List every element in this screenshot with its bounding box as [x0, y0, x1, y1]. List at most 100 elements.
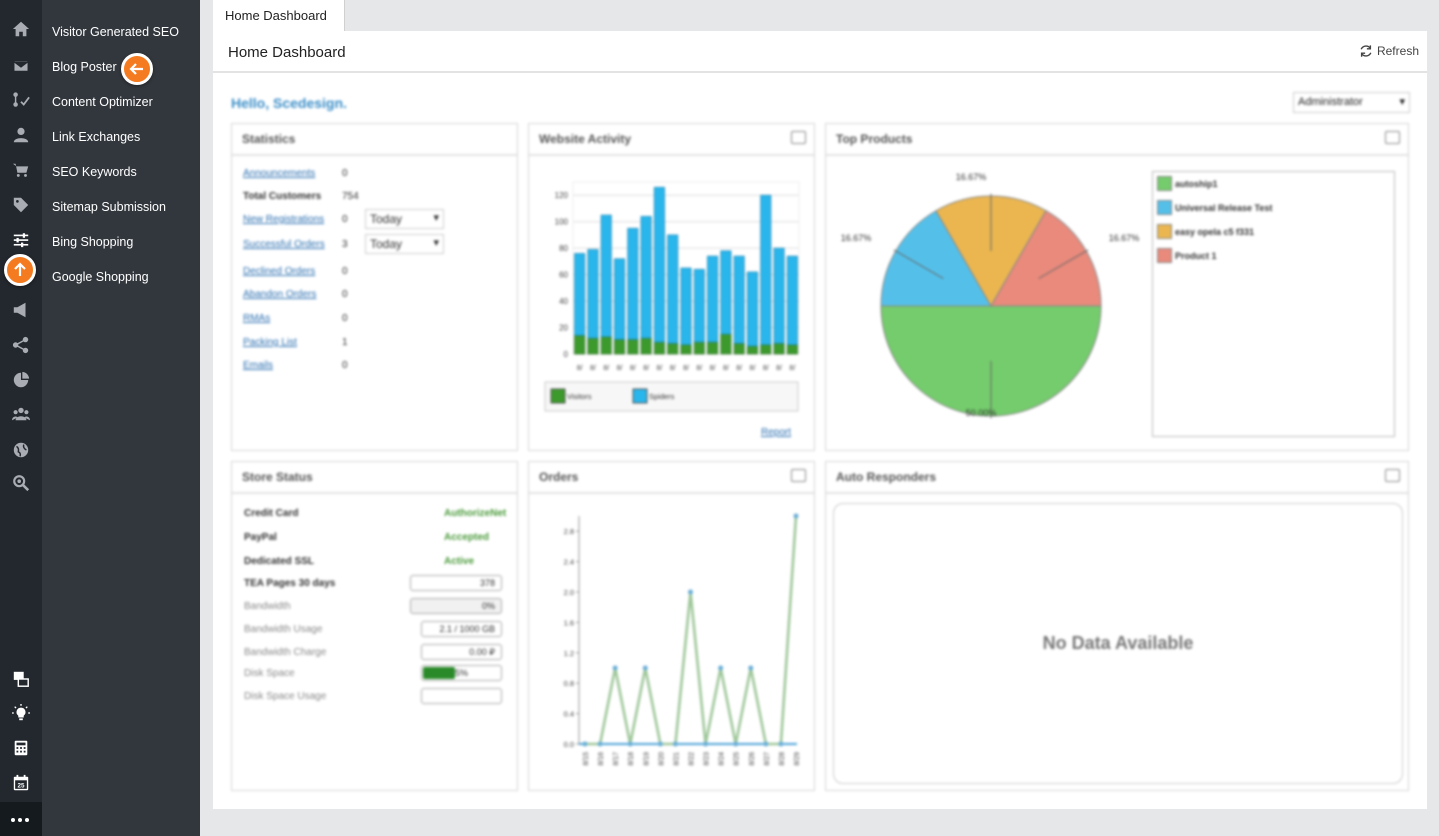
- arrow-left-icon[interactable]: [121, 53, 153, 85]
- bar-spiders: [574, 253, 586, 336]
- popout-icon[interactable]: [1385, 469, 1400, 482]
- pie-chart-icon[interactable]: [11, 370, 31, 390]
- auto-responders-body: No Data Available: [826, 494, 1408, 790]
- bar-spiders: [733, 255, 745, 344]
- data-point: [793, 513, 799, 519]
- calculator-icon[interactable]: [11, 738, 31, 758]
- arrow-up-icon[interactable]: [4, 254, 36, 286]
- pie-value-label: 16.67%: [841, 233, 872, 243]
- submenu-item-link-exchanges[interactable]: Link Exchanges: [52, 130, 141, 144]
- data-point: [688, 589, 693, 595]
- x-tick-label: 8/21: [673, 752, 680, 766]
- legend-item: autoship1: [1157, 176, 1218, 191]
- sliders-icon[interactable]: [11, 230, 31, 250]
- pie-value-label: 16.67%: [1109, 233, 1140, 243]
- x-tick-label: 8/24: [719, 752, 726, 766]
- more-button[interactable]: [0, 802, 42, 836]
- stat-label[interactable]: New Registrations: [243, 214, 325, 225]
- no-data-message: No Data Available: [833, 503, 1403, 784]
- calendar-icon[interactable]: 25: [11, 773, 31, 793]
- store-status-box: 2.1 / 1000 GB: [421, 621, 502, 637]
- stat-value: 754: [342, 191, 359, 202]
- period-select[interactable]: Today: [365, 234, 444, 254]
- submenu-item-blog-poster[interactable]: Blog Poster: [52, 60, 117, 74]
- legend-label: easy opela c5 f331: [1175, 226, 1255, 237]
- stat-label[interactable]: Successful Orders: [243, 239, 325, 250]
- x-tick-label: 8/: [763, 365, 769, 372]
- stat-label[interactable]: Abandon Orders: [243, 289, 317, 300]
- bar-visitors: [640, 337, 652, 355]
- pie-label-line: [1038, 249, 1089, 279]
- mail-icon[interactable]: [11, 56, 31, 76]
- stat-label[interactable]: Announcements: [243, 168, 316, 179]
- cart-icon[interactable]: [11, 160, 31, 180]
- refresh-button[interactable]: Refresh: [1359, 44, 1419, 58]
- top-products-pie-chart: 50.00% 16.67% 16.67% 16.67%: [841, 172, 1140, 419]
- submenu-item-google-shopping[interactable]: Google Shopping: [52, 270, 149, 284]
- popout-icon[interactable]: [791, 469, 806, 482]
- data-point: [748, 665, 754, 671]
- stat-label[interactable]: RMAs: [243, 313, 271, 324]
- store-status-label: Disk Space Usage: [244, 691, 327, 702]
- stat-value: 0: [342, 289, 348, 300]
- data-point: [703, 741, 709, 747]
- stat-value: 0: [342, 168, 348, 179]
- legend-swatch: [1157, 200, 1172, 215]
- data-point: [763, 741, 769, 747]
- y-tick-label: 20: [559, 324, 568, 333]
- x-tick-label: 8/26: [749, 752, 756, 766]
- x-tick-label: 8/22: [689, 752, 696, 766]
- period-select[interactable]: Today: [365, 209, 444, 229]
- search-gear-icon[interactable]: [11, 473, 31, 493]
- store-status-label: Bandwidth Charge: [244, 647, 327, 658]
- data-point: [672, 741, 678, 747]
- website-activity-title: Website Activity: [539, 132, 632, 146]
- home-icon[interactable]: [11, 19, 31, 39]
- user-icon[interactable]: [11, 125, 31, 145]
- bar-visitors: [707, 341, 719, 355]
- windows-icon[interactable]: [11, 669, 31, 689]
- bar-spiders: [667, 234, 679, 344]
- globe-icon[interactable]: [11, 440, 31, 460]
- top-products-title: Top Products: [836, 132, 913, 146]
- bar-spiders: [600, 214, 612, 338]
- lightbulb-icon[interactable]: [11, 703, 31, 723]
- submenu-item-seo-keywords[interactable]: SEO Keywords: [52, 165, 137, 179]
- workflow-icon[interactable]: [11, 90, 31, 110]
- x-tick-label: 8/28: [779, 752, 786, 766]
- stat-label[interactable]: Declined Orders: [243, 266, 316, 277]
- x-tick-label: 8/: [670, 365, 676, 372]
- pie-value-label: 16.67%: [956, 172, 987, 182]
- website-activity-chart: 0 20 40 60 80 100 120 8/8/8/8/8/8/8/8/8/8/8/8/8…: [544, 181, 800, 412]
- y-tick-label: 0.0: [564, 740, 574, 749]
- users-icon[interactable]: [11, 404, 31, 424]
- x-tick-label: 8/27: [764, 752, 771, 766]
- store-status-box: 378: [410, 575, 502, 591]
- tag-icon[interactable]: [11, 195, 31, 215]
- bar-spiders: [773, 247, 785, 344]
- y-tick-label: 100: [555, 218, 569, 227]
- more-icon: [11, 818, 29, 822]
- stat-label[interactable]: Packing List: [243, 337, 297, 348]
- bar-spiders: [720, 250, 732, 335]
- stat-value: 0: [342, 313, 348, 324]
- store-status-value: Active: [444, 556, 475, 567]
- tab-home-dashboard[interactable]: Home Dashboard: [213, 0, 345, 31]
- submenu-item-sitemap-submission[interactable]: Sitemap Submission: [52, 200, 166, 214]
- report-link[interactable]: Report: [761, 427, 792, 438]
- top-products-header: Top Products: [826, 124, 1408, 156]
- store-status-box: [421, 688, 502, 704]
- submenu-item-content-optimizer[interactable]: Content Optimizer: [52, 95, 153, 109]
- x-tick-label: 8/: [617, 365, 623, 372]
- popout-icon[interactable]: [1385, 131, 1400, 144]
- bar-visitors: [600, 336, 612, 355]
- bar-spiders: [614, 258, 626, 340]
- megaphone-icon[interactable]: [11, 300, 31, 320]
- stat-label[interactable]: Emails: [243, 360, 274, 371]
- submenu-item-visitor-generated-seo[interactable]: Visitor Generated SEO: [52, 25, 179, 39]
- share-icon[interactable]: [11, 335, 31, 355]
- submenu-item-bing-shopping[interactable]: Bing Shopping: [52, 235, 134, 249]
- y-tick-label: 0: [564, 350, 569, 359]
- popout-icon[interactable]: [791, 131, 806, 144]
- role-select[interactable]: Administrator: [1293, 92, 1410, 113]
